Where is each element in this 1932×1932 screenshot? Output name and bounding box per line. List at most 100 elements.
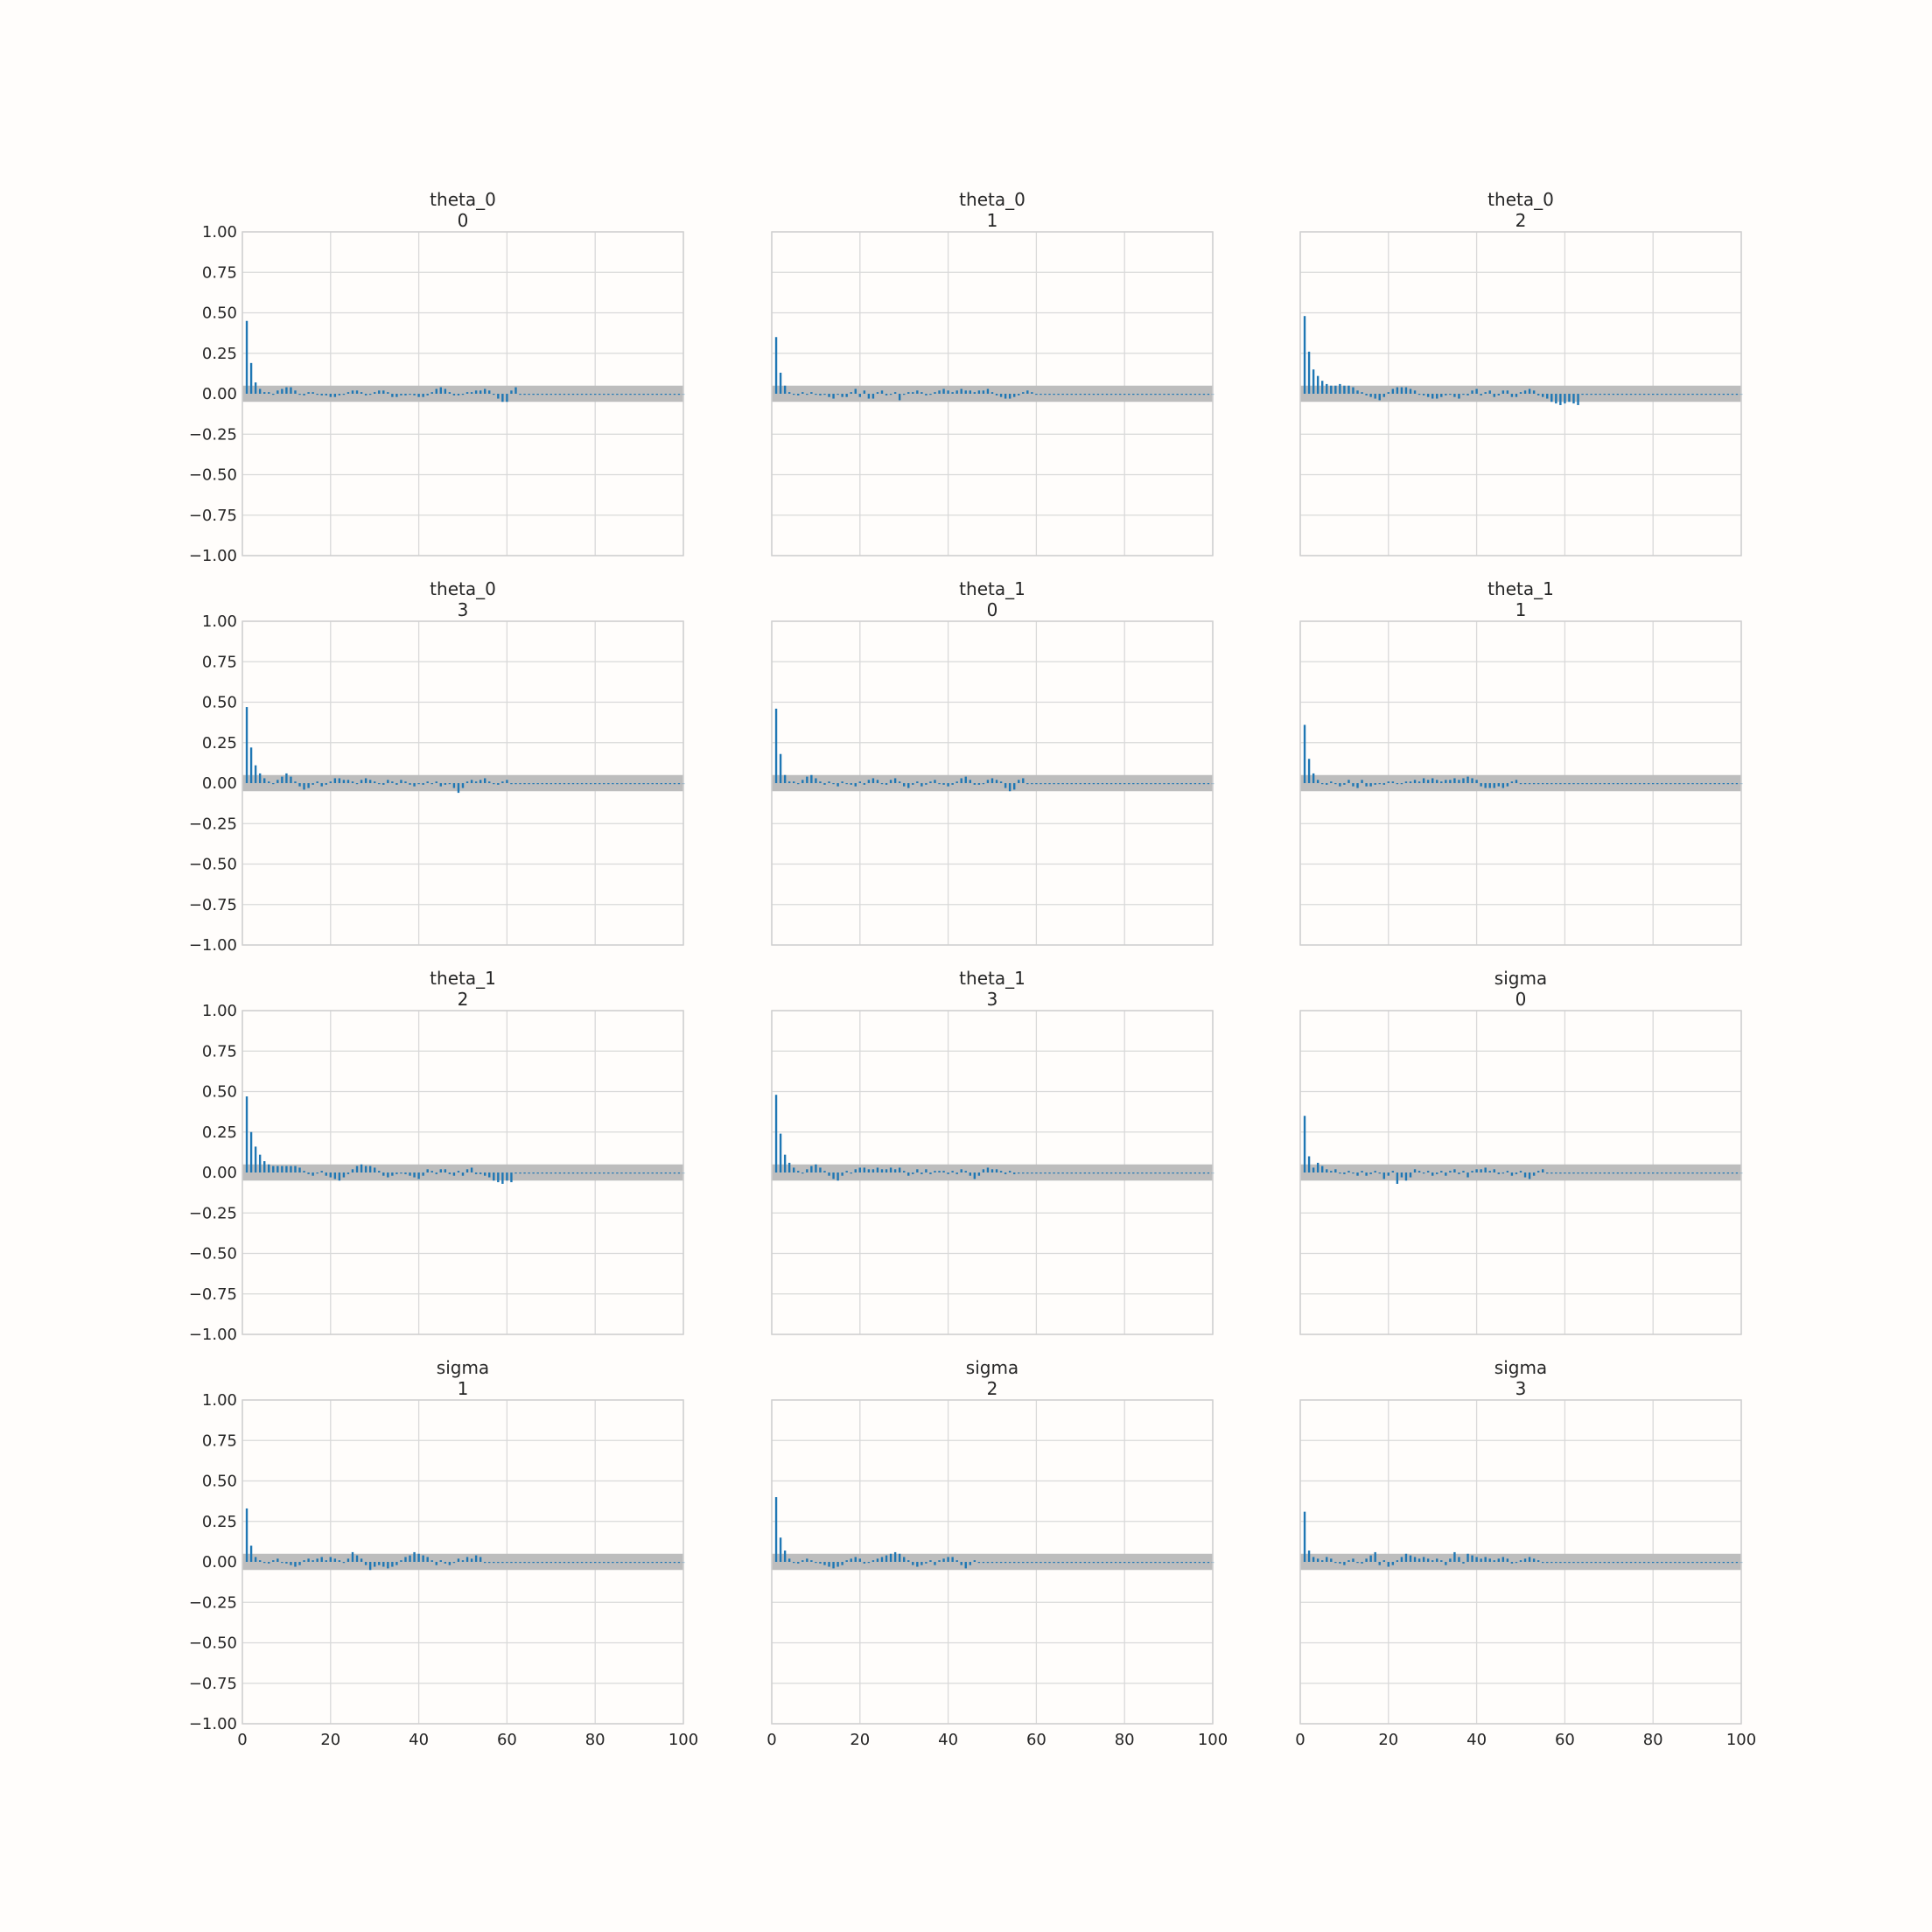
acf-bar	[276, 1166, 279, 1172]
plot-frame	[771, 1399, 1214, 1725]
acf-bar	[912, 1172, 914, 1174]
acf-bar	[558, 1562, 562, 1564]
acf-bar	[1432, 778, 1434, 783]
acf-bar	[594, 783, 597, 785]
acf-bar	[1665, 394, 1668, 396]
acf-bar	[391, 1562, 394, 1567]
acf-bar	[1194, 1562, 1197, 1564]
acf-bar	[1128, 1172, 1130, 1174]
acf-bar	[426, 1169, 429, 1172]
acf-bar	[1661, 1172, 1663, 1174]
acf-bar	[1683, 783, 1685, 785]
acf-bar	[638, 394, 640, 396]
acf-bar	[634, 1562, 636, 1564]
acf-bar	[312, 1560, 314, 1562]
acf-bar	[290, 1166, 292, 1172]
acf-bar	[1396, 1172, 1399, 1184]
acf-bar	[625, 1562, 627, 1564]
acf-bar	[435, 1172, 438, 1174]
acf-bar	[1176, 1172, 1179, 1174]
acf-bar	[1577, 1562, 1579, 1564]
acf-bar	[307, 392, 310, 394]
acf-bar	[634, 1172, 636, 1174]
acf-bar	[1404, 1553, 1408, 1562]
acf-bar	[925, 1562, 928, 1564]
acf-bar	[307, 1172, 310, 1174]
acf-bar	[1510, 1562, 1514, 1564]
acf-bar	[1374, 1551, 1376, 1562]
acf-bar	[435, 1562, 438, 1565]
acf-bar	[580, 783, 584, 785]
acf-bar	[439, 387, 442, 394]
acf-bar	[1172, 1172, 1174, 1174]
acf-bar	[506, 1562, 508, 1564]
acf-bar	[1048, 783, 1051, 785]
acf-bar	[1652, 783, 1655, 785]
acf-bar	[249, 1131, 253, 1172]
acf-bar	[903, 1557, 906, 1562]
acf-bar	[461, 1560, 465, 1562]
acf-bar	[1154, 1172, 1157, 1174]
acf-bar	[1114, 1562, 1117, 1564]
acf-bar	[536, 394, 539, 396]
acf-bar	[378, 783, 381, 785]
acf-bar	[1180, 1172, 1183, 1174]
acf-bar	[351, 1551, 354, 1562]
acf-bar	[1070, 1172, 1073, 1174]
acf-bar	[320, 783, 323, 787]
acf-bar	[1053, 1172, 1055, 1174]
acf-bar	[1532, 1172, 1536, 1176]
acf-bar	[272, 1166, 275, 1172]
acf-bar	[660, 783, 662, 785]
acf-bar	[651, 1562, 654, 1564]
acf-bar	[396, 1172, 398, 1174]
acf-bar	[409, 1172, 411, 1176]
acf-bar	[850, 1172, 852, 1174]
acf-bar	[263, 778, 266, 783]
acf-bar	[828, 781, 830, 783]
acf-bar	[1361, 1171, 1363, 1172]
acf-bar	[629, 1562, 632, 1564]
acf-bar	[1515, 780, 1518, 783]
y-tick-label: 0.00	[202, 385, 237, 403]
acf-bar	[1022, 778, 1025, 783]
acf-bar	[1700, 394, 1703, 396]
acf-bar	[916, 390, 919, 394]
acf-bar	[1365, 1558, 1368, 1562]
acf-bar	[673, 783, 676, 785]
acf-bar	[603, 1562, 606, 1564]
subplot-theta_1-2: theta_12 1.00 0.75 0.50 0.25 0.00 −0.25 −0.50 −0…	[189, 968, 685, 1344]
acf-bar	[797, 1171, 800, 1172]
acf-bar	[995, 394, 998, 396]
acf-bar	[342, 1562, 346, 1564]
acf-bar	[1510, 394, 1514, 397]
acf-bar	[999, 1171, 1003, 1172]
acf-bar	[1432, 1172, 1434, 1176]
acf-bar	[616, 394, 619, 396]
acf-bar	[470, 1558, 473, 1562]
acf-bar	[396, 394, 398, 397]
acf-bar	[1629, 1172, 1633, 1174]
acf-bar	[1687, 1562, 1690, 1564]
acf-bar	[1400, 387, 1404, 394]
y-tick-label: 0.75	[202, 1432, 237, 1450]
acf-bar	[1128, 783, 1130, 785]
x-tick-label: 20	[320, 1731, 340, 1749]
acf-bar	[788, 781, 791, 783]
acf-bar	[532, 1172, 535, 1174]
acf-bar	[850, 392, 852, 394]
acf-bar	[938, 1560, 941, 1562]
acf-bar	[1652, 1562, 1655, 1564]
acf-bar	[1132, 1562, 1135, 1564]
acf-bar	[1118, 1562, 1122, 1564]
acf-bar	[1167, 1172, 1170, 1174]
acf-bar	[969, 390, 971, 394]
acf-bar	[1687, 394, 1690, 396]
acf-bar	[607, 1172, 610, 1174]
acf-bar	[1172, 394, 1174, 396]
acf-bar	[1532, 1558, 1536, 1562]
acf-bar	[1418, 1558, 1421, 1562]
acf-bar	[1586, 1562, 1588, 1564]
acf-bar	[1343, 385, 1346, 394]
